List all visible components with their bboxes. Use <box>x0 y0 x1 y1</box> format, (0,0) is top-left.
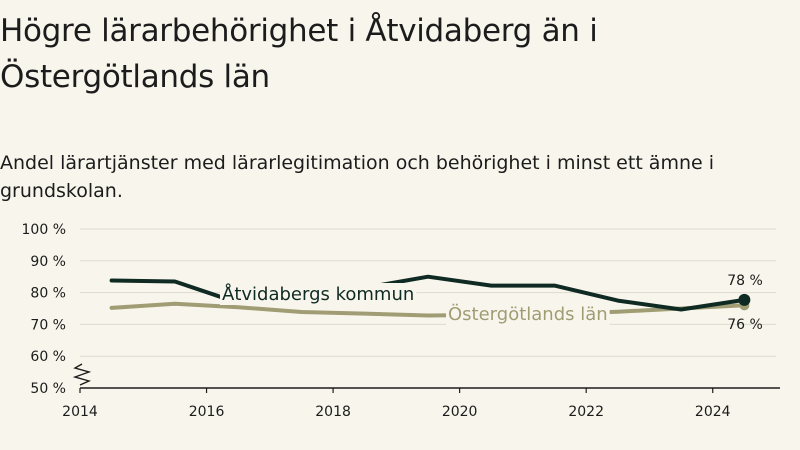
chart-title: Högre lärarbehörighet i Åtvidaberg än i … <box>0 13 598 95</box>
end-point-kommun <box>738 293 751 306</box>
series-label-kommun: Åtvidabergs kommun <box>222 283 414 305</box>
end-value-lan: 76 % <box>727 317 763 333</box>
label-background <box>220 283 417 305</box>
x-tick-label: 2022 <box>568 404 604 420</box>
x-tick-label: 2020 <box>442 404 478 420</box>
axis-break-icon <box>72 363 92 386</box>
end-value-kommun: 78 % <box>727 273 763 289</box>
y-axis-ticks: 50 % 60 % 70 % 80 % 90 % 100 % <box>22 222 92 397</box>
y-tick-label: 100 % <box>22 222 66 238</box>
x-axis: 2014 2016 2018 2020 2022 2024 <box>62 387 780 420</box>
series-line-lan <box>109 301 747 318</box>
y-tick-label: 60 % <box>30 349 66 365</box>
x-tick-label: 2018 <box>315 404 351 420</box>
gridlines <box>80 228 776 357</box>
series-lines <box>109 274 751 318</box>
series-labels: Åtvidabergs kommun Östergötlands län 78 … <box>220 273 763 333</box>
y-tick-label: 50 % <box>30 381 66 397</box>
y-tick-label: 90 % <box>30 254 66 270</box>
x-tick-label: 2014 <box>62 404 98 420</box>
series-line-kommun <box>109 274 747 312</box>
y-tick-label: 80 % <box>30 286 66 302</box>
y-tick-label: 70 % <box>30 317 66 333</box>
chart-subtitle: Andel lärartjänster med lärarlegitimatio… <box>0 152 715 202</box>
x-tick-label: 2024 <box>695 404 731 420</box>
label-background <box>446 303 610 325</box>
series-label-lan: Östergötlands län <box>448 303 608 325</box>
x-tick-label: 2016 <box>189 404 225 420</box>
